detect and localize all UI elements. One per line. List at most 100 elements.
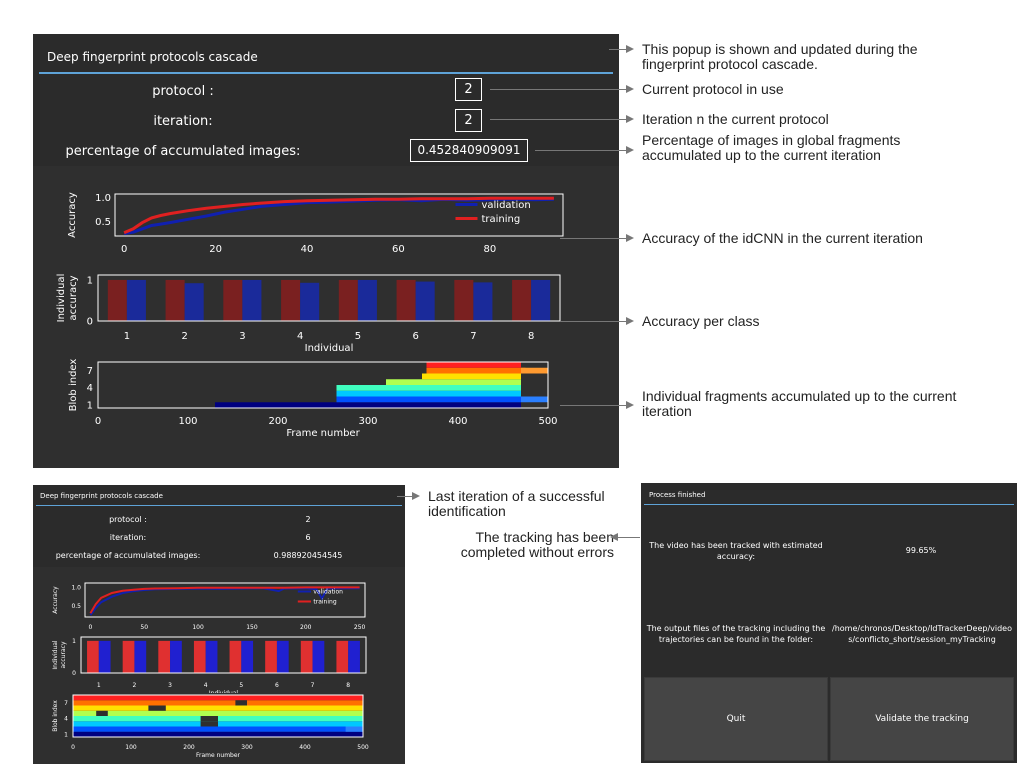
plot-frame bbox=[80, 636, 367, 674]
fragments-chart: 0 100 200 300 400 500 1 4 7 Frame number Blob inde… bbox=[52, 694, 369, 759]
bar-individual-3 bbox=[158, 640, 171, 673]
per-class-note-arrow bbox=[560, 321, 626, 322]
bar-individual-2 bbox=[134, 640, 147, 673]
bar-individual-3 bbox=[223, 279, 243, 321]
protocol-label: protocol : bbox=[152, 84, 214, 99]
x-tick-label: 100 bbox=[192, 624, 204, 631]
title-divider bbox=[36, 505, 402, 506]
plot-frame bbox=[97, 361, 549, 409]
y-axis-label: Individual bbox=[52, 640, 59, 670]
fragment-blob-2 bbox=[336, 396, 521, 403]
fragment-blob-7 bbox=[73, 700, 363, 706]
bar-individual-4 bbox=[300, 282, 320, 321]
series-line-validation bbox=[89, 587, 360, 616]
y-tick-label: 1 bbox=[72, 638, 76, 645]
legend-label-training: training bbox=[313, 599, 336, 606]
output-path: /home/chronos/Desktop/IdTrackerDeep/vide… bbox=[832, 624, 1012, 644]
percentage-note-arrow bbox=[535, 150, 626, 151]
protocol-cascade-popup: Deep fingerprint protocols cascade proto… bbox=[33, 34, 619, 468]
y-tick-label: 1 bbox=[87, 400, 93, 411]
accuracy-chart: 0 50 100 150 200 250 0.5 1.0 Accuracy validation t… bbox=[52, 582, 366, 631]
x-tick-label: 400 bbox=[299, 744, 311, 751]
bar-individual-3 bbox=[170, 640, 182, 673]
bar-individual-1 bbox=[87, 640, 99, 673]
popup-note: This popup is shown and updated during t… bbox=[642, 41, 918, 72]
percentage-value: 0.452840909091 bbox=[410, 139, 528, 162]
x-tick-label: 80 bbox=[483, 244, 496, 255]
x-tick-label: 0 bbox=[95, 416, 101, 427]
fragment-blob-7 bbox=[235, 700, 247, 706]
x-tick-label: 100 bbox=[125, 744, 137, 751]
plot-frame bbox=[84, 582, 366, 618]
x-tick-label: 4 bbox=[297, 331, 303, 342]
x-tick-label: 20 bbox=[209, 244, 222, 255]
x-tick-label: 1 bbox=[97, 682, 101, 689]
accuracy-chart: 0 20 40 60 80 0.5 1.0 Accuracy validation trainin… bbox=[67, 192, 564, 255]
x-axis-label: Individual bbox=[209, 690, 239, 693]
fragment-blob-3 bbox=[200, 721, 218, 727]
protocol-label: protocol : bbox=[109, 515, 147, 524]
iteration-value: 6 bbox=[305, 533, 311, 542]
iteration-note-arrowhead bbox=[626, 115, 634, 123]
bar-individual-1 bbox=[126, 279, 146, 321]
fragments-note-arrowhead bbox=[626, 401, 634, 409]
bar-individual-6 bbox=[265, 640, 277, 673]
accuracy-value: 99.65% bbox=[905, 546, 937, 555]
x-tick-label: 100 bbox=[178, 416, 197, 427]
bar-individual-8 bbox=[348, 640, 360, 673]
accuracy-note-arrow bbox=[560, 238, 626, 239]
fragment-blob-7 bbox=[426, 367, 526, 374]
fragment-blob-5 bbox=[96, 710, 108, 716]
validate-tracking-button[interactable]: Validate the tracking bbox=[830, 677, 1014, 761]
plot-frame bbox=[97, 274, 561, 322]
y-tick-label: 0.5 bbox=[95, 217, 111, 228]
y-axis-label: Individual bbox=[56, 274, 67, 323]
x-tick-label: 5 bbox=[239, 682, 243, 689]
bar-individual-3 bbox=[242, 279, 262, 321]
bar-individual-5 bbox=[241, 640, 254, 673]
x-tick-label: 7 bbox=[470, 331, 476, 342]
x-tick-label: 0 bbox=[121, 244, 127, 255]
bar-individual-6 bbox=[396, 279, 416, 321]
fragment-blob-6 bbox=[73, 705, 363, 711]
fragment-blob-8 bbox=[73, 695, 363, 701]
last-iteration-arrowhead bbox=[412, 492, 420, 500]
y-tick-label: 4 bbox=[64, 716, 68, 723]
percentage-note-arrowhead bbox=[626, 146, 634, 154]
title-divider bbox=[644, 504, 1014, 505]
plot-frame bbox=[114, 193, 564, 237]
x-tick-label: 2 bbox=[133, 682, 137, 689]
x-axis-label: Individual bbox=[305, 343, 354, 354]
protocol-note-arrowhead bbox=[626, 85, 634, 93]
y-tick-label: 7 bbox=[64, 700, 68, 707]
process-finished-popup: Process finished The video has been trac… bbox=[641, 483, 1017, 763]
fragment-blob-1 bbox=[73, 731, 363, 737]
iteration-value: 2 bbox=[455, 109, 482, 132]
protocol-note: Current protocol in use bbox=[642, 81, 784, 97]
bar-individual-8 bbox=[512, 279, 532, 321]
fragment-blob-2 bbox=[345, 726, 363, 732]
quit-button[interactable]: Quit bbox=[644, 677, 828, 761]
bar-individual-4 bbox=[205, 640, 218, 673]
y-tick-label: 7 bbox=[87, 366, 93, 377]
popup-note-arrow bbox=[609, 49, 626, 50]
fragments-note-arrow bbox=[560, 405, 626, 406]
series-line-training bbox=[89, 586, 360, 614]
percentage-note: Percentage of images in global fragments… bbox=[642, 132, 901, 163]
x-tick-label: 60 bbox=[392, 244, 405, 255]
last-iteration-arrow bbox=[397, 496, 412, 497]
x-tick-label: 500 bbox=[357, 744, 369, 751]
x-tick-label: 300 bbox=[241, 744, 253, 751]
y-tick-label: 1.0 bbox=[71, 584, 81, 591]
y-tick-label: 1 bbox=[64, 731, 68, 738]
x-tick-label: 8 bbox=[346, 682, 350, 689]
y-axis-label: Blob index bbox=[68, 359, 79, 412]
x-tick-label: 6 bbox=[412, 331, 418, 342]
fragment-blob-4 bbox=[336, 385, 521, 391]
fragment-blob-5 bbox=[73, 710, 363, 716]
percentage-label: percentage of accumulated images: bbox=[65, 144, 301, 159]
x-tick-label: 150 bbox=[246, 624, 258, 631]
popup-title: Deep fingerprint protocols cascade bbox=[40, 492, 163, 500]
bar-individual-8 bbox=[336, 640, 349, 673]
x-tick-label: 3 bbox=[168, 682, 172, 689]
